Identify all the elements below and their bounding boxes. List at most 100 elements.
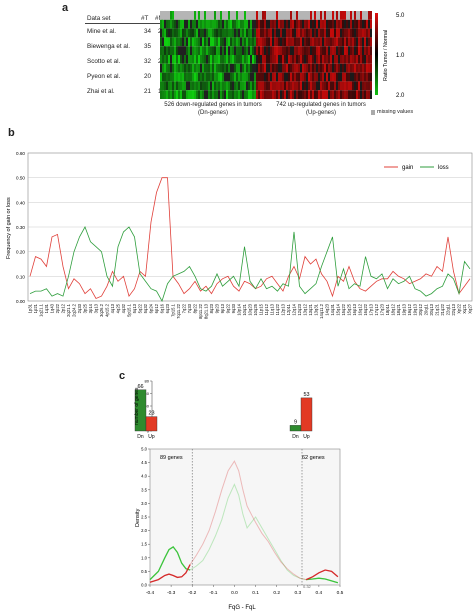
heatmap-cell	[190, 19, 192, 29]
heatmap-cell	[354, 28, 356, 38]
heatmap-cell	[336, 28, 338, 38]
heatmap-cell	[342, 11, 344, 20]
heatmap-cell	[188, 19, 190, 29]
heatmap-cell	[326, 46, 328, 55]
heatmap-cell	[354, 90, 356, 99]
heatmap-cell	[310, 11, 312, 20]
heatmap-cell	[252, 46, 254, 55]
heatmap-cell	[282, 90, 284, 99]
heatmap-cell	[366, 11, 368, 20]
heatmap-cell	[278, 11, 280, 20]
heatmap-cell	[334, 81, 336, 91]
heatmap-cell	[224, 55, 226, 64]
heatmap-cell	[238, 19, 240, 29]
heatmap-cell	[288, 90, 290, 99]
heatmap-cell	[312, 55, 314, 64]
heatmap-cell	[178, 19, 180, 29]
heatmap-cell	[228, 55, 230, 64]
heatmap-cell	[242, 37, 244, 47]
heatmap-cell	[358, 55, 360, 64]
heatmap-cell	[164, 90, 166, 99]
heatmap-cell	[328, 37, 330, 47]
heatmap-cell	[178, 72, 180, 82]
heatmap-cell	[242, 28, 244, 38]
x-tick-label: 13q12	[303, 303, 308, 315]
heatmap-cell	[328, 46, 330, 55]
heatmap-cell	[222, 55, 224, 64]
heatmap-cell	[310, 63, 312, 73]
x-tick-label: 3q26.2	[99, 303, 104, 316]
heatmap-cell	[208, 81, 210, 91]
heatmap-cell	[274, 11, 276, 20]
heatmap-cell	[206, 63, 208, 73]
heatmap-cell	[320, 81, 322, 91]
heatmap-cell	[292, 72, 294, 82]
x-tick-label: 10q25	[253, 303, 258, 315]
heatmap-cell	[234, 63, 236, 73]
heatmap-cell	[246, 28, 248, 38]
heatmap-cell	[212, 46, 214, 55]
heatmap-cell	[272, 55, 274, 64]
heatmap-cell	[356, 72, 358, 82]
heatmap-cell	[278, 81, 280, 91]
heatmap-cell	[240, 81, 242, 91]
heatmap-cell	[352, 11, 354, 20]
heatmap-cell	[312, 81, 314, 91]
heatmap-cell	[232, 19, 234, 29]
heatmap-cell	[274, 37, 276, 47]
x-tick-label: 18q21	[396, 303, 401, 315]
heatmap-cell	[290, 81, 292, 91]
heatmap-cell	[188, 28, 190, 38]
heatmap-cell	[176, 11, 178, 20]
heatmap-cell	[234, 19, 236, 29]
heatmap-cell	[164, 19, 166, 29]
heatmap-cell	[258, 81, 260, 91]
heatmap-cell	[330, 90, 332, 99]
heatmap-cell	[214, 37, 216, 47]
heatmap-cell	[184, 81, 186, 91]
heatmap-cell	[266, 19, 268, 29]
heatmap-cell	[350, 11, 352, 20]
heatmap-cell	[166, 11, 168, 20]
heatmap-cell	[290, 55, 292, 64]
heatmap-cell	[308, 28, 310, 38]
bar-category-label: Dn	[292, 434, 299, 440]
x-tick-label: 2q21.1	[66, 303, 71, 316]
heatmap-cell	[358, 37, 360, 47]
heatmap-cell	[344, 63, 346, 73]
heatmap-cell	[184, 55, 186, 64]
heatmap-cell	[254, 55, 256, 64]
heatmap-cell	[220, 28, 222, 38]
heatmap-cell	[208, 11, 210, 20]
heatmap-cell	[360, 19, 362, 29]
heatmap-cell	[272, 37, 274, 47]
heatmap-cell	[210, 81, 212, 91]
density-x-tick-label: -0.4	[146, 590, 155, 596]
heatmap-cell	[264, 81, 266, 91]
heatmap-cell	[354, 11, 356, 20]
heatmap-cell	[318, 46, 320, 55]
heatmap-cell	[214, 63, 216, 73]
heatmap-cell	[320, 55, 322, 64]
heatmap-cell	[320, 19, 322, 29]
heatmap-cell	[230, 37, 232, 47]
heatmap-cell	[318, 81, 320, 91]
heatmap-cell	[264, 55, 266, 64]
heatmap-cell	[192, 28, 194, 38]
heatmap-cell	[238, 72, 240, 82]
heatmap-cell	[248, 28, 250, 38]
heatmap-cell	[324, 55, 326, 64]
heatmap-cell	[346, 90, 348, 99]
density-y-tick-label: 0.5	[141, 569, 147, 574]
heatmap-cell	[276, 72, 278, 82]
bar-category-label: Up	[303, 434, 310, 440]
heatmap-cell	[324, 46, 326, 55]
heatmap-cell	[356, 90, 358, 99]
heatmap-cell	[178, 28, 180, 38]
heatmap-cell	[292, 81, 294, 91]
heatmap-cell	[212, 37, 214, 47]
heatmap-cell	[204, 28, 206, 38]
heatmap-cell	[160, 72, 162, 82]
density-x-label: FqG - FqL	[228, 605, 256, 611]
heatmap-cell	[242, 55, 244, 64]
